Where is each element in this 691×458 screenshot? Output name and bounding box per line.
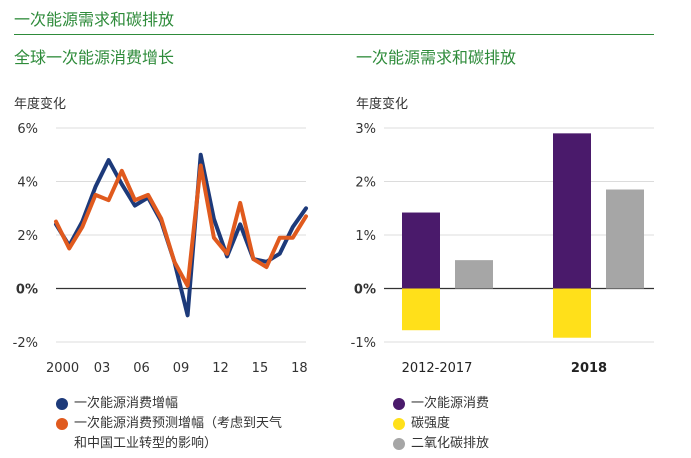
line-chart-xtick-label: 09 — [173, 361, 190, 376]
line-chart-title: 全球一次能源消费增长 — [14, 48, 175, 67]
line-chart-xtick-label: 03 — [94, 361, 111, 376]
legend-label: 一次能源消费预测增幅（考虑到天气 和中国工业转型的影响） — [74, 416, 283, 451]
line-chart-xtick-label: 15 — [252, 361, 269, 376]
page-title: 一次能源需求和碳排放 — [14, 10, 175, 29]
line-chart-xtick-label: 12 — [212, 361, 229, 376]
legend-swatch — [56, 398, 68, 410]
line-chart-legend: 一次能源消费增幅一次能源消费预测增幅（考虑到天气 和中国工业转型的影响） — [56, 394, 282, 454]
line-chart-xtick-label: 2000 — [46, 361, 79, 376]
legend-swatch — [393, 418, 405, 430]
legend-item: 一次能源消费增幅 — [56, 394, 282, 414]
legend-label: 碳强度 — [411, 416, 451, 431]
bar-chart-title: 一次能源需求和碳排放 — [356, 48, 517, 67]
legend-item: 碳强度 — [393, 414, 489, 434]
bar-primary-energy — [402, 212, 440, 289]
bar-co2-emissions — [455, 260, 493, 289]
bar-chart-category-label: 2018 — [571, 361, 607, 376]
bar-chart-category-label: 2012-2017 — [402, 361, 473, 376]
line-chart-ytick-label: 6% — [17, 122, 38, 137]
line-chart-ytick-label: -2% — [13, 336, 38, 351]
line-chart-xtick-label: 06 — [133, 361, 150, 376]
legend-label: 二氧化碳排放 — [411, 436, 490, 451]
legend-label: 一次能源消费增幅 — [74, 396, 179, 411]
line-chart-ytick-label: 2% — [17, 229, 38, 244]
bar-chart-ylabel: 年度变化 — [356, 96, 408, 112]
line-series-2 — [54, 163, 308, 288]
line-series-1 — [54, 152, 308, 318]
line-chart-ytick-label: 4% — [17, 176, 38, 191]
bar-chart-ytick-label: 3% — [355, 122, 376, 137]
line-chart-ytick-label: 0% — [16, 283, 38, 298]
bar-chart-legend: 一次能源消费 碳强度二氧化碳排放 — [393, 394, 489, 454]
bar-chart-ytick-label: 2% — [355, 176, 376, 191]
line-chart-ylabel: 年度变化 — [14, 96, 66, 112]
bar-chart-ytick-label: -1% — [351, 336, 376, 351]
bar-co2-emissions — [606, 189, 644, 289]
bar-chart-ytick-label: 1% — [355, 229, 376, 244]
bar-carbon-intensity — [553, 288, 591, 338]
line-chart-xtick-label: 18 — [291, 361, 308, 376]
bar-carbon-intensity — [402, 288, 440, 331]
legend-item: 二氧化碳排放 — [393, 434, 489, 454]
bar-chart-ytick-label: 0% — [354, 283, 376, 298]
legend-swatch — [393, 438, 405, 450]
header-divider — [14, 34, 654, 35]
legend-swatch — [56, 418, 68, 430]
legend-swatch — [393, 398, 405, 410]
bar-primary-energy — [553, 133, 591, 289]
legend-item: 一次能源消费预测增幅（考虑到天气 和中国工业转型的影响） — [56, 414, 282, 454]
legend-item: 一次能源消费 — [393, 394, 489, 414]
legend-label: 一次能源消费 — [411, 396, 490, 411]
